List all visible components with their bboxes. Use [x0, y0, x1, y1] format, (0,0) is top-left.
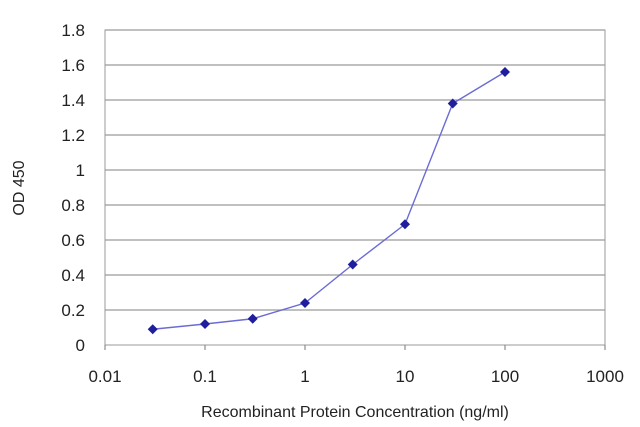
y-tick-label: 0.8: [61, 196, 85, 215]
y-tick-label: 1.4: [61, 91, 85, 110]
plot-area: [104, 29, 606, 346]
y-tick-label: 0: [76, 336, 85, 355]
x-axis-title: Recombinant Protein Concentration (ng/ml…: [201, 404, 509, 421]
x-tick-label: 1000: [586, 367, 624, 386]
y-tick-label: 0.6: [61, 231, 85, 250]
x-axis-ticks: 0.01 0.1 1 10 100 1000: [88, 345, 624, 386]
y-tick-label: 0.4: [61, 266, 85, 285]
data-point: [400, 219, 410, 230]
y-tick-label: 1: [76, 161, 85, 180]
data-point: [347, 259, 358, 270]
grid: [105, 29, 605, 311]
series-line: [152, 71, 506, 330]
x-tick-label: 10: [396, 367, 415, 386]
y-axis-title: OD 450: [11, 160, 28, 215]
data-point: [300, 298, 310, 308]
y-tick-label: 0.2: [61, 301, 85, 320]
data-point: [447, 98, 458, 109]
data-point: [247, 313, 258, 324]
x-tick-label: 100: [491, 367, 519, 386]
series: [147, 67, 510, 335]
x-tick-label: 0.1: [193, 367, 217, 386]
y-tick-label: 1.6: [61, 56, 85, 75]
data-point: [200, 319, 210, 329]
data-point: [500, 67, 510, 77]
y-tick-label: 1.8: [61, 21, 85, 40]
x-tick-label: 0.01: [88, 367, 121, 386]
data-point: [147, 324, 158, 335]
x-tick-label: 1: [300, 367, 309, 386]
y-axis-ticks: 0 0.2 0.4 0.6 0.8 1 1.2 1.4 1.6 1.8: [61, 21, 85, 355]
y-tick-label: 1.2: [61, 126, 85, 145]
